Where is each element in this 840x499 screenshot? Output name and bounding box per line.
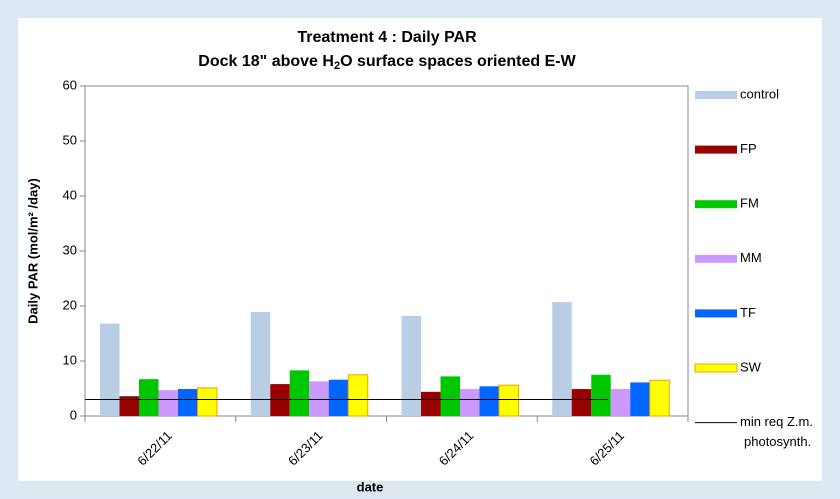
legend-swatch	[695, 200, 737, 209]
y-axis-title: Daily PAR (mol/m² /day)	[25, 178, 40, 324]
chart-subtitle: Dock 18" above H2O surface spaces orient…	[198, 53, 576, 72]
x-axis-title: date	[357, 479, 384, 494]
legend-label: FP	[740, 141, 757, 156]
legend-label: MM	[740, 250, 762, 265]
subtitle-part: Dock 18" above H	[198, 53, 334, 70]
bar	[100, 323, 120, 416]
bar	[591, 374, 611, 416]
bar	[421, 391, 441, 416]
legend-label: min req Z.m.	[740, 414, 813, 429]
bar	[440, 376, 460, 416]
legend-swatch	[695, 309, 737, 318]
legend-label: control	[740, 86, 779, 101]
y-tick-label: 20	[63, 297, 77, 312]
legend-swatch	[694, 363, 738, 373]
legend-label: FM	[740, 196, 759, 211]
bar	[630, 382, 650, 416]
legend-label: TF	[740, 305, 756, 320]
legend-label: photosynth.	[744, 434, 811, 449]
bar	[571, 389, 592, 416]
bar	[309, 381, 329, 416]
legend-swatch	[695, 91, 737, 99]
y-tick-label: 50	[63, 132, 77, 147]
y-tick-label: 0	[70, 407, 77, 422]
chart-title: Treatment 4 : Daily PAR	[297, 29, 477, 46]
bar	[270, 384, 290, 416]
y-tick-label: 10	[63, 352, 77, 367]
legend-swatch	[695, 254, 737, 263]
bar	[250, 312, 271, 416]
bar	[328, 379, 349, 416]
bar	[498, 384, 519, 417]
legend-label: SW	[740, 359, 762, 374]
bar	[119, 396, 139, 416]
bar	[139, 379, 159, 416]
bar	[649, 379, 670, 417]
y-tick-label: 40	[63, 187, 77, 202]
bar	[197, 387, 218, 417]
subtitle-subscript: 2	[334, 60, 340, 72]
bar	[460, 389, 480, 416]
bar	[347, 374, 369, 417]
y-tick-label: 60	[63, 77, 77, 92]
bar	[158, 390, 178, 416]
bar	[552, 302, 572, 416]
bar	[289, 370, 310, 416]
subtitle-part: O surface spaces oriented E-W	[340, 53, 577, 70]
bar	[178, 389, 198, 416]
bar	[401, 315, 421, 416]
bar	[479, 386, 499, 416]
legend-swatch	[695, 145, 737, 154]
y-tick-label: 30	[63, 242, 77, 257]
bar	[610, 389, 631, 416]
